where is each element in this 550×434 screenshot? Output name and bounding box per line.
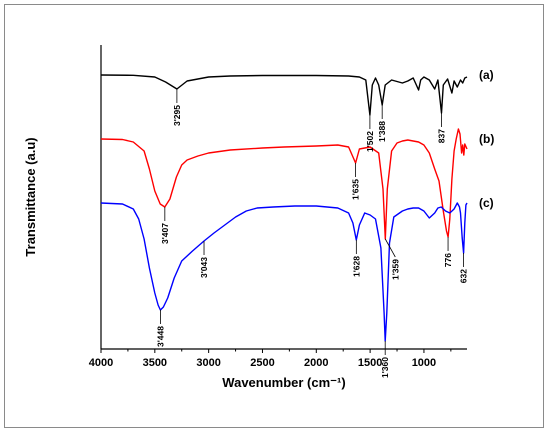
peak-label: 1'359 bbox=[390, 259, 400, 280]
ftir-chart: 4000 3500 3000 2500 2000 1500 1000 (a) 3'295 1'5… bbox=[23, 45, 494, 390]
x-tick-label: 3000 bbox=[196, 357, 220, 369]
peak-label: 3'407 bbox=[160, 223, 170, 244]
peak-label: 776 bbox=[443, 253, 453, 267]
peak-label: 632 bbox=[459, 269, 469, 283]
series-layer bbox=[100, 74, 468, 342]
x-tick-label: 1500 bbox=[358, 357, 382, 369]
series-line-1 bbox=[100, 74, 468, 116]
peak-label: 3'448 bbox=[155, 326, 165, 347]
x-tick-label: 1000 bbox=[412, 357, 436, 369]
series-line-3 bbox=[100, 202, 468, 342]
series-line-2 bbox=[100, 128, 468, 240]
peak-label: 1'635 bbox=[351, 179, 361, 200]
x-tick-label: 2000 bbox=[304, 357, 328, 369]
peak-label: 3'043 bbox=[199, 257, 209, 278]
x-tick-label: 2500 bbox=[250, 357, 274, 369]
peak-label: 1'628 bbox=[351, 256, 361, 277]
figure-frame: 4000 3500 3000 2500 2000 1500 1000 (a) 3'295 1'5… bbox=[4, 4, 544, 428]
x-tick-label: 4000 bbox=[89, 357, 113, 369]
peak-label: 1'502 bbox=[365, 131, 375, 152]
peak-label: 3'295 bbox=[172, 105, 182, 126]
series-label: (a) bbox=[479, 68, 494, 82]
peak-label: 1'388 bbox=[377, 121, 387, 142]
x-axis-label: Wavenumber (cm⁻¹) bbox=[222, 375, 345, 390]
labels-layer: (a) 3'295 1'502 1'388 837 (b) 3'407 1'635 776 (c)… bbox=[155, 68, 494, 378]
peak-label: 837 bbox=[436, 129, 446, 143]
peak-leader bbox=[384, 238, 396, 258]
x-tick-label: 3500 bbox=[143, 357, 167, 369]
series-label: (c) bbox=[479, 196, 494, 210]
axes: 4000 3500 3000 2500 2000 1500 1000 bbox=[89, 45, 467, 369]
series-label: (b) bbox=[479, 132, 494, 146]
peak-label: 1'360 bbox=[380, 357, 390, 378]
y-axis-label: Transmittance (a.u) bbox=[23, 137, 38, 256]
